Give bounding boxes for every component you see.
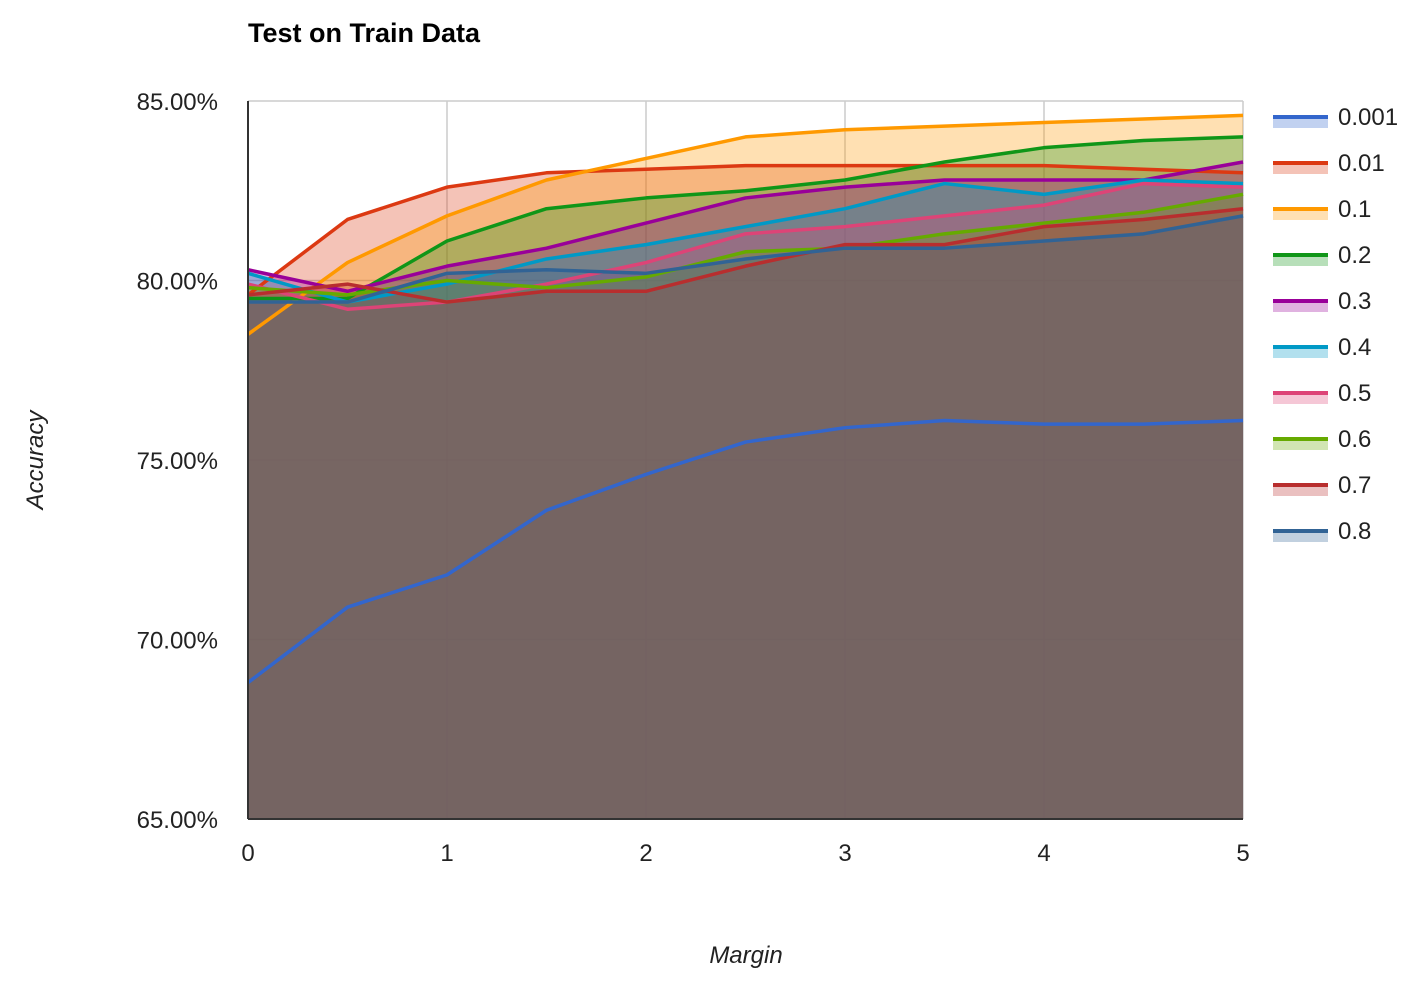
line-series-0.6: [247, 192, 1244, 297]
x-tick-label-5: 5: [1236, 840, 1249, 867]
x-tick-label-2: 2: [639, 840, 652, 867]
y-tick-label-0: 65.00%: [137, 807, 218, 834]
y-tick-label-2: 75.00%: [137, 448, 218, 475]
legend-label: 0.1: [1338, 196, 1371, 223]
x-axis-title: Margin: [709, 942, 782, 969]
y-tick-label-3: 80.00%: [137, 269, 218, 296]
legend-label: 0.3: [1338, 288, 1371, 315]
x-tick-label-1: 1: [440, 840, 453, 867]
legend-item-0.2: 0.2: [1273, 242, 1371, 269]
legend-label: 0.7: [1338, 472, 1371, 499]
legend-label: 0.2: [1338, 242, 1371, 269]
area-series-0.01: [248, 165, 1243, 819]
x-tick-label-0: 0: [241, 840, 254, 867]
legend-item-0.5: 0.5: [1273, 380, 1371, 407]
legend-item-0.3: 0.3: [1273, 288, 1371, 315]
chart-title: Test on Train Data: [248, 18, 481, 48]
line-series-0.7: [247, 206, 1244, 304]
line-series-0.001: [246, 418, 1244, 684]
area-series-0.8: [248, 215, 1243, 819]
legend-label: 0.01: [1338, 150, 1385, 177]
line-series-0.1: [246, 113, 1244, 336]
legend-label: 0.6: [1338, 426, 1371, 453]
legend-label: 0.8: [1338, 518, 1371, 545]
series-lines: [246, 113, 1244, 684]
area-series-0.7: [248, 208, 1243, 819]
series-areas: [248, 115, 1243, 820]
x-tick-label-4: 4: [1037, 840, 1050, 867]
legend-item-0.001: 0.001: [1273, 104, 1398, 131]
legend: 0.001 0.01 0.1 0.2 0.3 0.4 0.5 0.6 0.7 0.8: [1273, 104, 1398, 545]
legend-label: 0.001: [1338, 104, 1398, 131]
area-series-0.4: [248, 179, 1243, 820]
x-tick-labels: 0 1 2 3 4 5: [241, 840, 1249, 867]
y-axis-title: Accuracy: [22, 409, 49, 512]
legend-label: 0.4: [1338, 334, 1371, 361]
legend-item-0.1: 0.1: [1273, 196, 1371, 223]
legend-item-0.4: 0.4: [1273, 334, 1371, 361]
area-series-0.1: [248, 115, 1243, 820]
line-series-0.2: [248, 135, 1244, 301]
x-tick-label-3: 3: [838, 840, 851, 867]
line-series-0.8: [248, 214, 1244, 304]
legend-item-0.7: 0.7: [1273, 472, 1371, 499]
area-series-0.2: [248, 136, 1243, 819]
area-series-0.3: [248, 162, 1243, 819]
axes: [247, 101, 1243, 820]
area-series-0.6: [248, 194, 1243, 820]
y-tick-labels: 65.00% 70.00% 75.00% 80.00% 85.00%: [137, 89, 218, 834]
legend-label: 0.5: [1338, 380, 1371, 407]
line-series-0.4: [247, 178, 1244, 304]
y-tick-label-4: 85.00%: [137, 89, 218, 116]
legend-item-0.6: 0.6: [1273, 426, 1371, 453]
line-series-0.5: [247, 181, 1244, 311]
legend-item-0.8: 0.8: [1273, 518, 1371, 545]
area-series-0.5: [248, 183, 1243, 819]
grid-lines: [247, 100, 1244, 820]
line-series-0.01: [246, 163, 1244, 297]
legend-item-0.01: 0.01: [1273, 150, 1385, 177]
y-tick-label-1: 70.00%: [137, 628, 218, 655]
line-series-0.3: [247, 160, 1244, 294]
area-series-0.001: [248, 420, 1243, 819]
